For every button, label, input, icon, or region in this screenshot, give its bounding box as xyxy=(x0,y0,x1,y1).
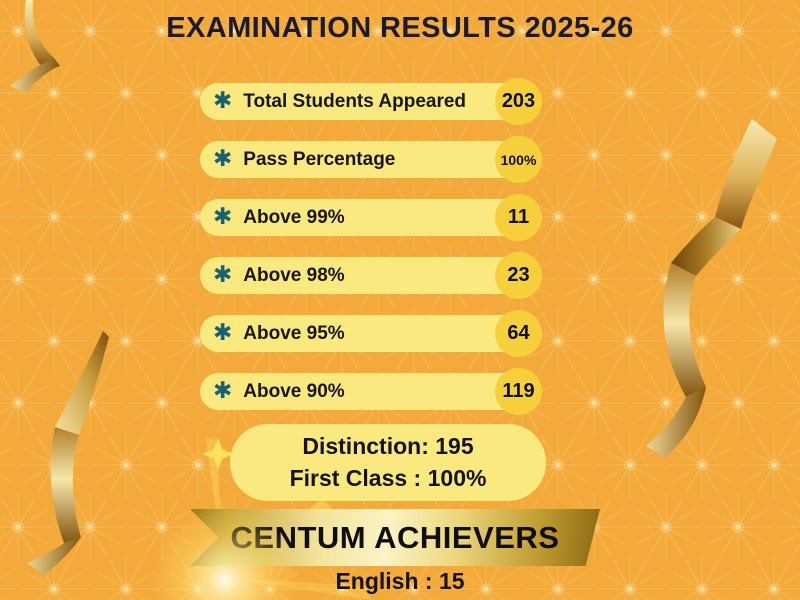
stat-value-badge: 100% xyxy=(495,136,542,183)
stat-pill: ✱ Pass Percentage xyxy=(200,141,522,178)
stat-label: Total Students Appeared xyxy=(243,90,467,112)
stat-value-badge: 64 xyxy=(495,310,542,357)
asterisk-icon: ✱ xyxy=(213,203,233,229)
stat-row: ✱ Total Students Appeared 203 xyxy=(200,78,542,125)
gold-ribbon-right xyxy=(646,119,777,458)
stat-pill: ✱ Total Students Appeared xyxy=(200,83,522,120)
stat-value-badge: 11 xyxy=(495,194,542,241)
stat-row: ✱ Above 95% 64 xyxy=(200,310,542,357)
stat-label: Above 95% xyxy=(243,322,345,344)
first-class-line: First Class : 100% xyxy=(289,465,487,491)
distinction-line: Distinction: 195 xyxy=(302,433,474,460)
stat-label: Above 98% xyxy=(243,264,345,286)
asterisk-icon: ✱ xyxy=(213,261,233,287)
stat-label: Above 90% xyxy=(243,380,345,402)
stat-row: ✱ Above 98% 23 xyxy=(200,252,542,299)
stat-pill: ✱ Above 90% xyxy=(200,373,522,410)
centum-banner: CENTUM ACHIEVERS xyxy=(190,509,600,566)
gold-ribbon-top-left xyxy=(10,0,60,93)
stat-row: ✱ Above 90% 119 xyxy=(200,368,542,415)
stat-pill: ✱ Above 99% xyxy=(200,199,522,236)
stat-value-badge: 23 xyxy=(495,252,542,299)
stat-pill: ✱ Above 98% xyxy=(200,257,522,294)
asterisk-icon: ✱ xyxy=(213,377,233,403)
asterisk-icon: ✱ xyxy=(213,87,233,113)
subject-line: English : 15 xyxy=(335,568,465,594)
banner-heading: CENTUM ACHIEVERS xyxy=(230,519,560,555)
asterisk-icon: ✱ xyxy=(213,145,233,171)
stat-value-badge: 203 xyxy=(495,78,542,125)
asterisk-icon: ✱ xyxy=(213,319,233,345)
stat-value-badge: 119 xyxy=(495,368,542,415)
stat-row: ✱ Above 99% 11 xyxy=(200,194,542,241)
poster-title: EXAMINATION RESULTS 2025-26 xyxy=(166,12,634,44)
stat-label: Above 99% xyxy=(243,206,345,228)
gold-ribbon-left xyxy=(27,331,109,575)
stats-list: ✱ Total Students Appeared 203 ✱ Pass Per… xyxy=(200,78,542,415)
stat-pill: ✱ Above 95% xyxy=(200,315,522,352)
stat-row: ✱ Pass Percentage 100% xyxy=(200,136,542,183)
summary-card: Distinction: 195 First Class : 100% xyxy=(230,424,546,501)
stat-label: Pass Percentage xyxy=(243,148,396,170)
